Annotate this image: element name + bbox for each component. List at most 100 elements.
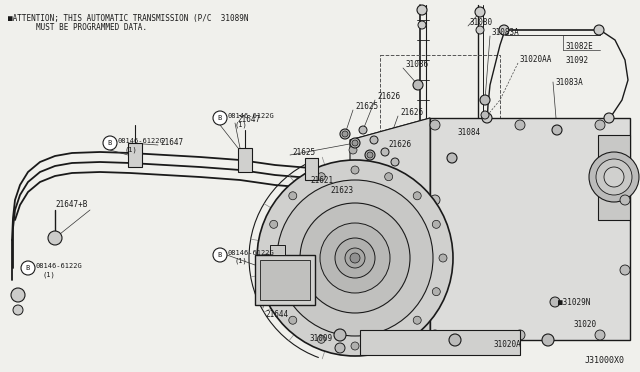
Circle shape [418, 21, 426, 29]
Circle shape [594, 25, 604, 35]
Text: 21626: 21626 [388, 140, 411, 149]
Circle shape [351, 342, 359, 350]
Circle shape [334, 329, 346, 341]
Circle shape [365, 150, 375, 160]
Circle shape [550, 297, 560, 307]
Polygon shape [305, 158, 318, 180]
Text: 21644: 21644 [265, 310, 288, 319]
Text: 31080: 31080 [470, 18, 493, 27]
Circle shape [430, 195, 440, 205]
Text: 31020AA: 31020AA [520, 55, 552, 64]
Circle shape [289, 192, 297, 200]
Circle shape [515, 330, 525, 340]
Text: J31000X0: J31000X0 [585, 356, 625, 365]
Text: 31092: 31092 [565, 56, 588, 65]
Circle shape [447, 153, 457, 163]
Text: 08146-6122G: 08146-6122G [118, 138, 164, 144]
Circle shape [432, 220, 440, 228]
Circle shape [335, 238, 375, 278]
Circle shape [349, 221, 357, 229]
Circle shape [432, 288, 440, 296]
Text: 31009: 31009 [310, 334, 333, 343]
Circle shape [499, 25, 509, 35]
Circle shape [340, 129, 350, 139]
Polygon shape [270, 245, 285, 255]
Circle shape [417, 5, 427, 15]
Text: 08146-6122G: 08146-6122G [228, 113, 275, 119]
Circle shape [349, 271, 357, 279]
Circle shape [413, 80, 423, 90]
Circle shape [11, 288, 25, 302]
Circle shape [604, 113, 614, 123]
Text: (1): (1) [43, 271, 56, 278]
Text: 31083A: 31083A [555, 78, 583, 87]
Circle shape [552, 125, 562, 135]
Circle shape [589, 152, 639, 202]
Circle shape [480, 95, 490, 105]
Circle shape [430, 120, 440, 130]
Text: 31084: 31084 [458, 128, 481, 137]
Circle shape [269, 220, 278, 228]
Circle shape [300, 203, 410, 313]
Circle shape [277, 180, 433, 336]
Circle shape [350, 253, 360, 263]
Polygon shape [598, 135, 630, 220]
Circle shape [213, 111, 227, 125]
Circle shape [349, 246, 357, 254]
Circle shape [349, 196, 357, 204]
Circle shape [430, 330, 440, 340]
Text: 21647: 21647 [160, 138, 183, 147]
Circle shape [482, 113, 492, 123]
Circle shape [213, 248, 227, 262]
Circle shape [21, 261, 35, 275]
Circle shape [542, 334, 554, 346]
Circle shape [352, 140, 358, 146]
Circle shape [349, 171, 357, 179]
Polygon shape [350, 230, 430, 340]
Circle shape [349, 146, 357, 154]
Polygon shape [430, 118, 630, 340]
Text: 21626: 21626 [377, 92, 400, 101]
Polygon shape [350, 118, 430, 240]
Circle shape [349, 296, 357, 304]
Circle shape [430, 265, 440, 275]
Circle shape [367, 152, 373, 158]
Text: 08146-6122G: 08146-6122G [36, 263, 83, 269]
Text: (1): (1) [235, 258, 248, 264]
Circle shape [335, 343, 345, 353]
Circle shape [349, 321, 357, 329]
Text: 21625: 21625 [355, 102, 378, 111]
Circle shape [257, 160, 453, 356]
Circle shape [481, 111, 489, 119]
Text: 21647: 21647 [237, 115, 260, 124]
Circle shape [413, 316, 421, 324]
Polygon shape [128, 143, 142, 167]
Circle shape [476, 26, 484, 34]
Text: 21621: 21621 [310, 176, 333, 185]
Text: 21626: 21626 [400, 108, 423, 117]
Circle shape [370, 136, 378, 144]
Text: (1): (1) [125, 146, 138, 153]
Text: B: B [218, 115, 222, 121]
Text: 21623: 21623 [330, 186, 353, 195]
Circle shape [320, 223, 390, 293]
Text: 21647+B: 21647+B [55, 200, 88, 209]
Circle shape [475, 7, 485, 17]
Text: 31020A: 31020A [493, 340, 521, 349]
Circle shape [103, 136, 117, 150]
Circle shape [317, 173, 325, 181]
Circle shape [604, 167, 624, 187]
Circle shape [269, 288, 278, 296]
Circle shape [439, 254, 447, 262]
Text: MUST BE PROGRAMMED DATA.: MUST BE PROGRAMMED DATA. [36, 23, 147, 32]
Circle shape [345, 248, 365, 268]
Text: B: B [218, 252, 222, 258]
Text: (1): (1) [235, 121, 248, 128]
Circle shape [289, 316, 297, 324]
Circle shape [391, 158, 399, 166]
Circle shape [620, 195, 630, 205]
Circle shape [350, 138, 360, 148]
Circle shape [48, 231, 62, 245]
Text: ■ATTENTION; THIS AUTOMATIC TRANSMISSION (P/C  31089N: ■ATTENTION; THIS AUTOMATIC TRANSMISSION … [8, 14, 248, 23]
Circle shape [596, 159, 632, 195]
